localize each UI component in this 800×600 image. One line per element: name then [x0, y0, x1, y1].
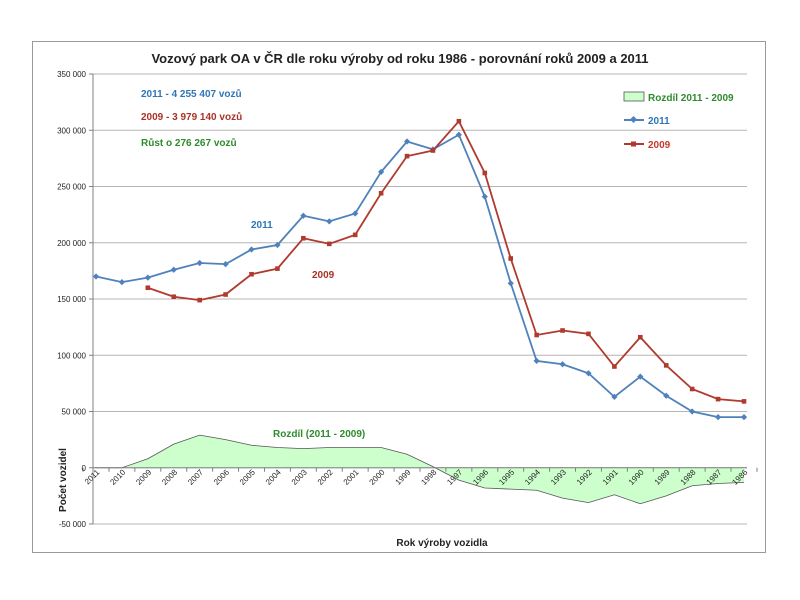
data-point-2009 [223, 292, 228, 297]
legend-marker-2009 [631, 141, 636, 147]
data-point-2011 [170, 266, 177, 273]
data-point-2011 [507, 280, 514, 287]
series-line-2009 [147, 119, 745, 403]
y-tick-label: 300 000 [57, 126, 86, 135]
legend-marker-2011 [629, 115, 638, 124]
data-point-2011 [714, 414, 722, 421]
data-point-2009 [689, 386, 695, 392]
data-point-2009 [197, 297, 202, 303]
data-point-2009 [586, 331, 591, 337]
legend-label-2011: 2011 [648, 116, 670, 127]
data-point-2011 [118, 279, 126, 286]
annotation-difference: Rozdíl (2011 - 2009) [273, 429, 365, 440]
y-tick-label: 50 000 [62, 408, 87, 417]
y-tick-label: 0 [82, 464, 87, 473]
data-point-2009 [326, 241, 332, 247]
annotation-series-2009: 2009 [312, 270, 335, 281]
y-axis-label: Počet vozidel [58, 448, 69, 512]
axis-layer [82, 73, 758, 525]
data-point-2011 [248, 246, 255, 253]
data-point-2011 [533, 357, 540, 364]
legend-label-2009: 2009 [648, 140, 671, 151]
x-tick-label: 2004 [264, 467, 283, 486]
data-point-2009 [663, 363, 669, 368]
data-point-2009 [145, 285, 151, 291]
data-point-2009 [456, 118, 462, 124]
data-point-2009 [404, 153, 410, 159]
x-tick-label: 1999 [394, 467, 413, 486]
data-point-2009 [352, 232, 358, 238]
x-tick-label: 2001 [342, 467, 361, 486]
series-line-2011 [95, 133, 744, 419]
data-point-2009 [378, 190, 384, 196]
data-point-2009 [715, 396, 721, 402]
data-point-2009 [534, 332, 539, 338]
data-point-2009 [560, 328, 565, 333]
x-tick-label: 2008 [160, 467, 179, 486]
legend: Rozdíl 2011 - 2009 2011 2009 [623, 91, 734, 151]
annotation-series-2011: 2011 [251, 220, 273, 231]
data-point-2011 [326, 218, 333, 225]
data-point-2009 [741, 399, 747, 404]
data-point-2009 [638, 334, 643, 340]
data-point-2009 [275, 266, 280, 271]
x-tick-label: 2005 [238, 467, 257, 486]
annotation-total-2009: 2009 - 3 979 140 vozů [141, 111, 242, 123]
x-tick-label: 2002 [316, 467, 335, 486]
marker-layer [92, 118, 748, 421]
data-point-2011 [559, 361, 566, 368]
x-tick-label: 2003 [290, 467, 309, 486]
annotation-growth: Růst o 276 267 vozů [141, 137, 237, 149]
y-tick-label: 150 000 [57, 295, 86, 304]
x-tick-label: 2010 [108, 467, 127, 486]
annotation-total-2011: 2011 - 4 255 407 vozů [141, 88, 242, 100]
chart-title: Vozový park OA v ČR dle roku výroby od r… [151, 51, 648, 66]
x-tick-label: 2007 [186, 467, 205, 486]
data-point-2009 [301, 235, 306, 241]
data-point-2011 [222, 261, 229, 268]
y-tick-label: 350 000 [57, 70, 86, 79]
y-tick-label: 200 000 [57, 239, 86, 248]
line-layer [95, 119, 745, 419]
difference-area [96, 435, 744, 504]
x-tick-label: 2009 [134, 467, 153, 486]
difference-area-outline [96, 434, 745, 505]
x-tick-label: 1998 [419, 467, 438, 486]
x-tick-label: 2006 [212, 467, 231, 486]
data-point-2011 [92, 273, 100, 280]
data-point-2009 [612, 364, 617, 369]
data-point-2011 [196, 259, 203, 267]
x-axis-label: Rok výroby vozidla [396, 538, 488, 549]
data-point-2009 [482, 170, 488, 176]
y-tick-label: -50 000 [59, 520, 87, 529]
x-tick-label: 2000 [368, 467, 387, 486]
y-tick-label: 250 000 [57, 183, 86, 192]
data-point-2011 [144, 274, 151, 281]
data-point-2009 [508, 256, 514, 261]
data-point-2009 [430, 148, 436, 153]
area-layer [96, 434, 745, 505]
legend-label-difference: Rozdíl 2011 - 2009 [648, 93, 734, 104]
y-tick-label: 100 000 [57, 351, 86, 360]
data-point-2009 [171, 294, 177, 300]
legend-swatch-difference [623, 91, 645, 102]
data-point-2011 [481, 193, 488, 200]
data-point-2011 [740, 414, 748, 421]
data-point-2009 [249, 271, 254, 277]
